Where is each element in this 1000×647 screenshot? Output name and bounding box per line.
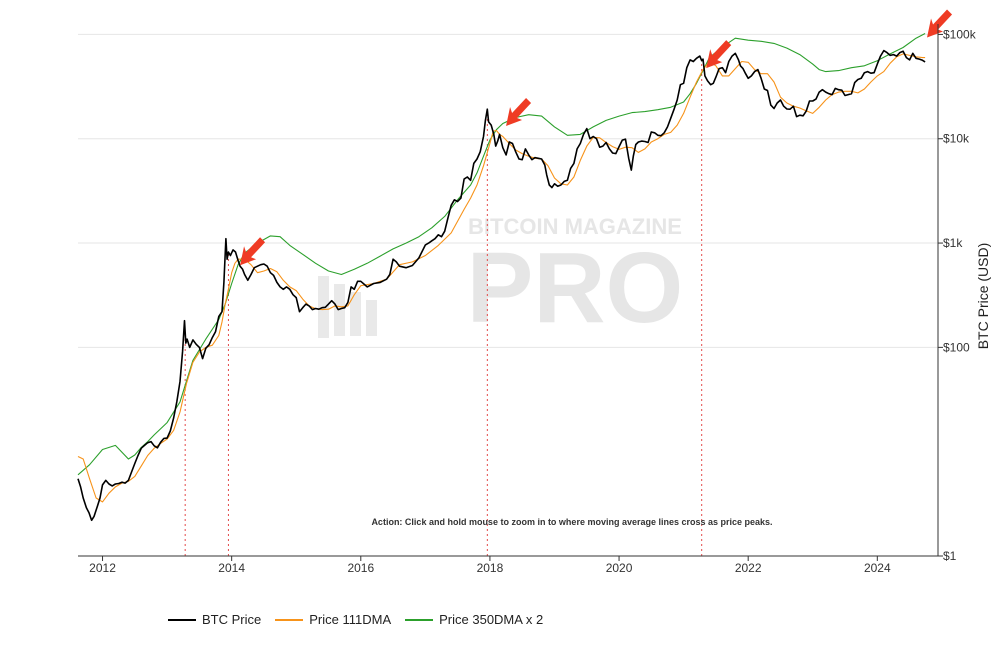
series-line-btc-price[interactable] xyxy=(77,49,926,522)
watermark-logo-bar xyxy=(366,300,377,336)
watermark-title: BITCOIN MAGAZINE xyxy=(468,214,682,239)
crossover-marker-lines xyxy=(184,60,703,556)
x-axis-ticks: 2012 2014 2016 2018 2020 2022 2024 xyxy=(89,556,891,575)
legend-item[interactable]: Price 111DMA xyxy=(275,612,391,627)
legend-item[interactable]: Price 350DMA x 2 xyxy=(405,612,543,627)
peak-arrow xyxy=(240,237,266,266)
y-axis-title: BTC Price (USD) xyxy=(975,243,991,350)
series-layer xyxy=(77,33,926,522)
x-tick-label: 2018 xyxy=(477,561,504,575)
x-tick-label: 2012 xyxy=(89,561,116,575)
y-tick-label: $1k xyxy=(943,236,963,250)
x-tick-label: 2024 xyxy=(864,561,891,575)
y-tick-label: $100 xyxy=(943,340,970,354)
legend: BTC Price Price 111DMA Price 350DMA x 2 xyxy=(168,612,543,627)
x-tick-label: 2022 xyxy=(735,561,762,575)
zoom-instruction-annotation: Action: Click and hold mouse to zoom in … xyxy=(371,517,772,527)
legend-swatch xyxy=(168,618,196,621)
watermark-pro: PRO xyxy=(467,232,684,344)
legend-item[interactable]: BTC Price xyxy=(168,612,261,627)
legend-label: Price 111DMA xyxy=(309,612,392,627)
peak-arrow xyxy=(927,9,953,38)
peak-arrow xyxy=(706,40,732,69)
y-axis-ticks: $1 $100 $1k $10k $100k xyxy=(938,27,977,563)
y-tick-label: $100k xyxy=(943,27,977,41)
y-tick-label: $10k xyxy=(943,132,970,146)
peak-arrows xyxy=(240,9,953,266)
legend-swatch xyxy=(275,618,304,621)
legend-label: BTC Price xyxy=(202,612,262,627)
series-line-price-350dma-x-2[interactable] xyxy=(77,33,926,476)
axes xyxy=(78,24,939,557)
x-tick-label: 2016 xyxy=(347,561,374,575)
peak-arrow xyxy=(506,97,532,126)
horizontal-gridlines xyxy=(78,33,938,348)
watermark-logo-bar xyxy=(334,284,345,336)
legend-label: Price 350DMA x 2 xyxy=(439,612,544,627)
watermark-logo-bar xyxy=(350,292,361,336)
x-tick-label: 2020 xyxy=(606,561,633,575)
x-tick-label: 2014 xyxy=(218,561,245,575)
legend-swatch xyxy=(405,618,434,621)
series-line-price-111dma[interactable] xyxy=(77,53,926,503)
y-tick-label: $1 xyxy=(943,549,957,563)
